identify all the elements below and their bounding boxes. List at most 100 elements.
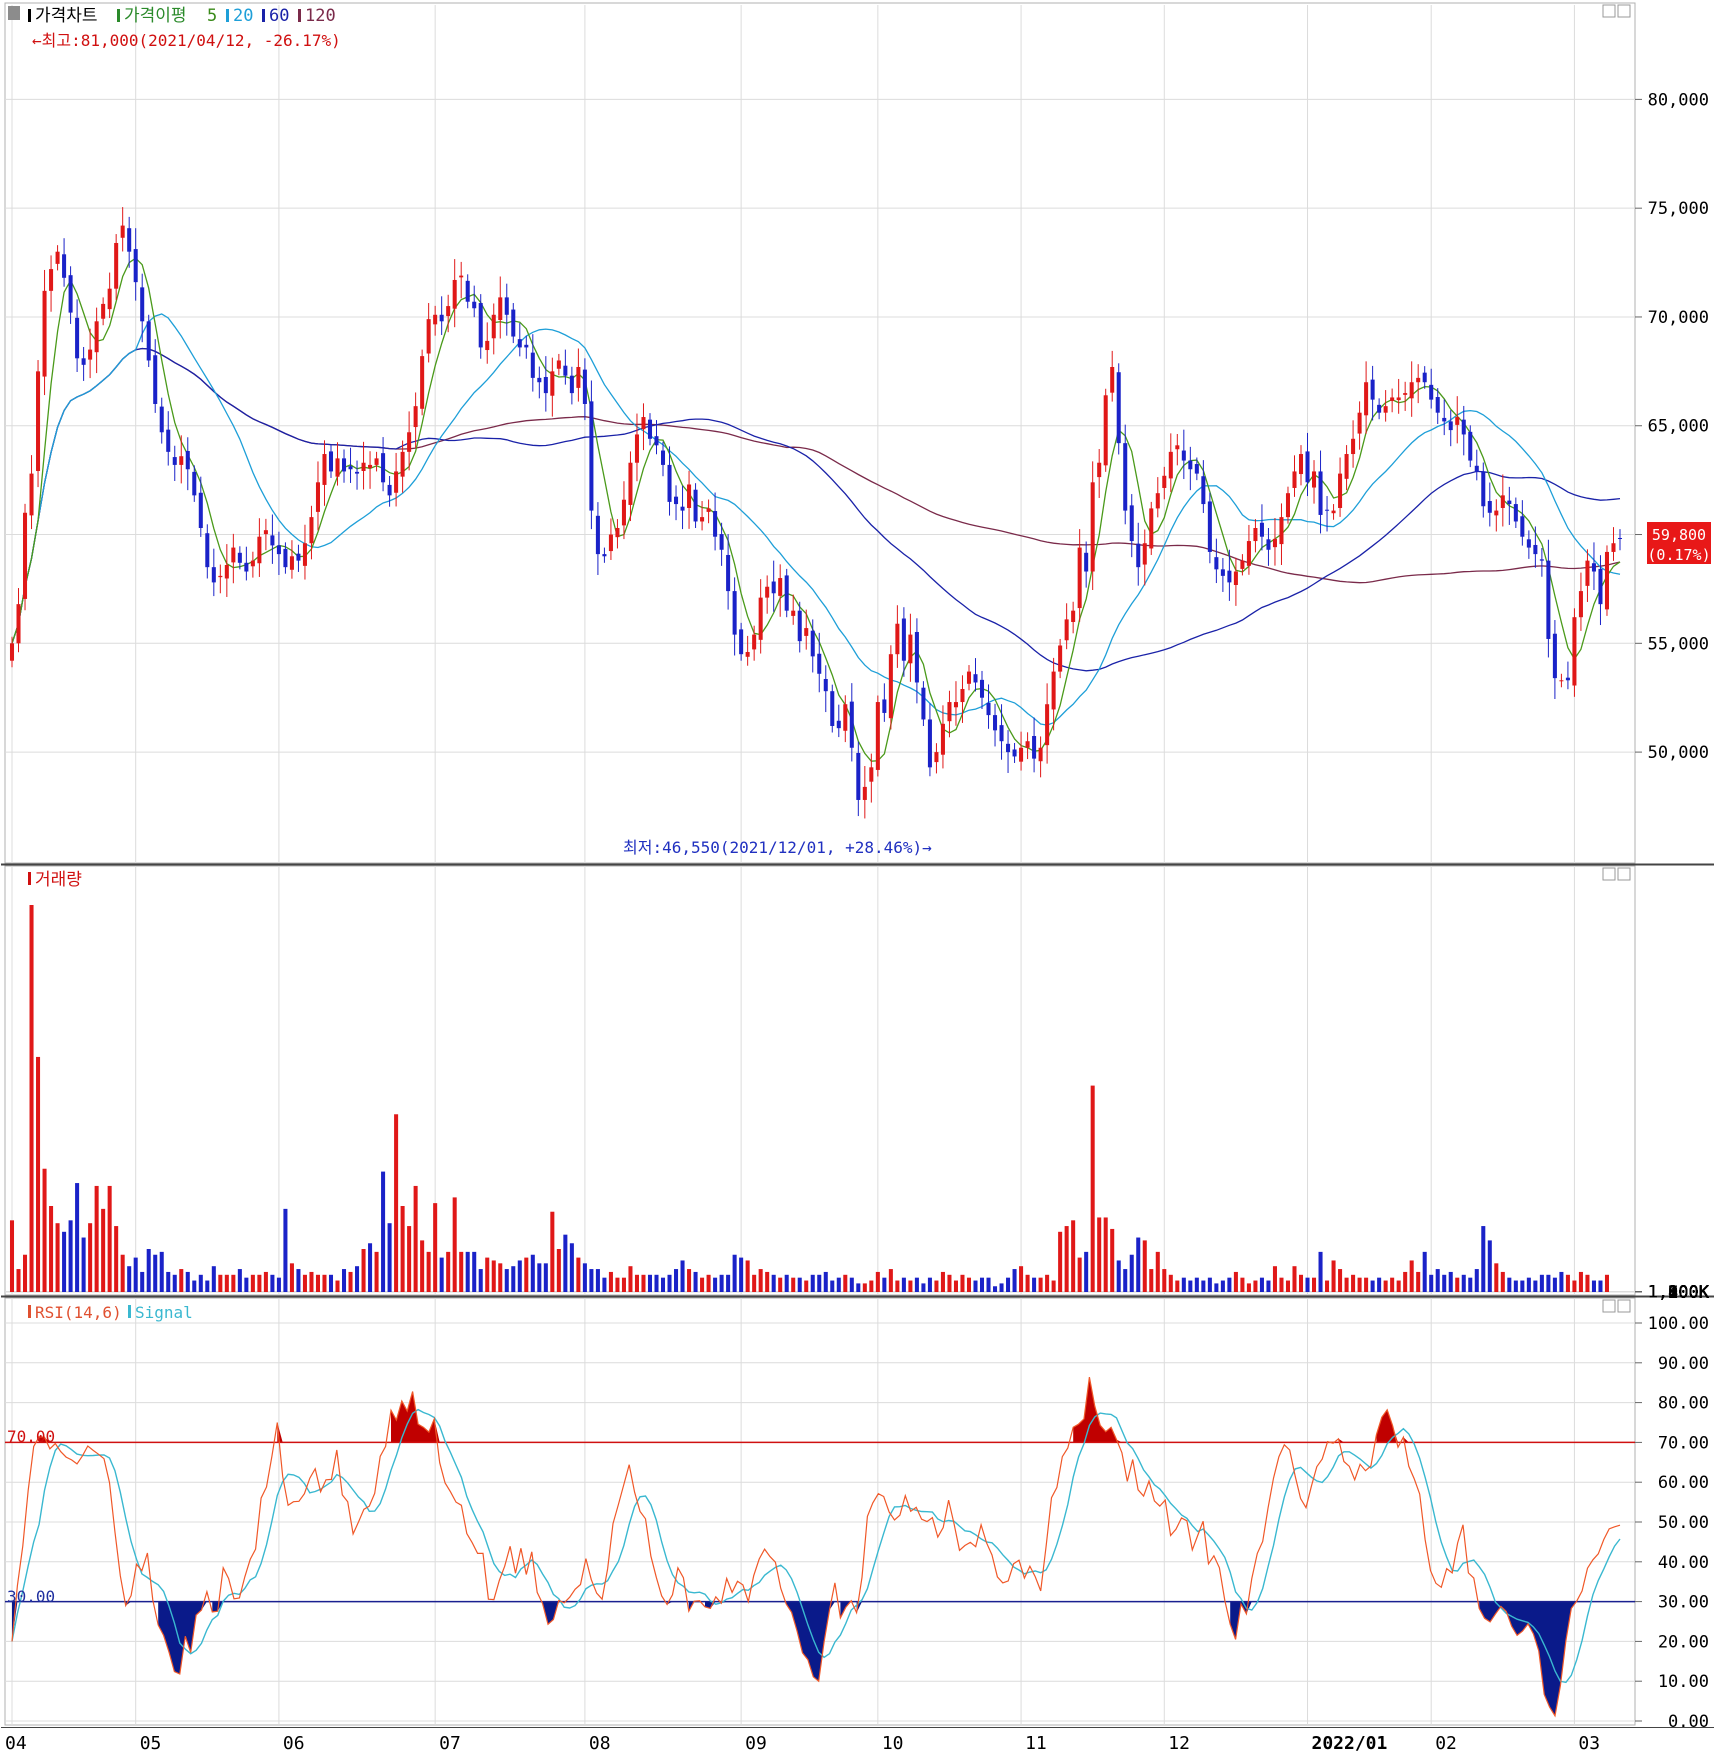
minimize-icon[interactable] bbox=[1602, 4, 1616, 18]
y-tick-label: 55,000 bbox=[1648, 634, 1709, 654]
candle-body bbox=[81, 358, 86, 365]
rsi-line bbox=[11, 1376, 1621, 1718]
volume-bar bbox=[1233, 1271, 1238, 1292]
volume-bar bbox=[1136, 1237, 1141, 1292]
volume-bar bbox=[641, 1274, 646, 1292]
legend-rsi: RSI(14,6) bbox=[35, 1303, 122, 1322]
candle-body bbox=[1259, 522, 1264, 537]
volume-bar bbox=[556, 1249, 561, 1292]
candle-body bbox=[133, 249, 138, 283]
candle-body bbox=[283, 548, 288, 568]
candle-body bbox=[9, 643, 15, 661]
volume-bar bbox=[680, 1260, 685, 1292]
x-tick-label: 09 bbox=[745, 1733, 767, 1754]
candle-body bbox=[726, 554, 731, 592]
candle-body bbox=[804, 628, 809, 636]
volume-bar bbox=[23, 1254, 28, 1292]
panel-handle-icon bbox=[8, 6, 20, 20]
volume-bar bbox=[856, 1283, 861, 1292]
volume-bar bbox=[862, 1283, 867, 1292]
volume-bar bbox=[1312, 1277, 1317, 1292]
candle-body bbox=[302, 543, 307, 566]
minimize-icon[interactable] bbox=[1602, 867, 1616, 881]
volume-bar bbox=[1103, 1217, 1108, 1292]
x-tick-label: 2022/01 bbox=[1312, 1733, 1388, 1754]
legend-ma5: 5 bbox=[207, 6, 217, 26]
volume-bar bbox=[589, 1269, 594, 1292]
candle-body bbox=[1468, 431, 1473, 461]
candle-body bbox=[68, 275, 73, 313]
volume-bar bbox=[615, 1277, 620, 1292]
candle-body bbox=[602, 554, 607, 557]
candle-body bbox=[42, 290, 47, 377]
candle-body bbox=[647, 419, 653, 439]
candle-body bbox=[218, 575, 223, 578]
volume-bar bbox=[888, 1269, 893, 1292]
candle-body bbox=[309, 517, 314, 544]
candle-body bbox=[185, 450, 190, 470]
candle-body bbox=[1351, 438, 1356, 455]
volume-bar bbox=[263, 1271, 268, 1292]
candle-body bbox=[947, 702, 952, 722]
volume-bar bbox=[68, 1220, 73, 1292]
y-tick-label: 800K bbox=[1668, 1283, 1710, 1303]
volume-bar bbox=[973, 1280, 978, 1292]
panel-controls[interactable] bbox=[1602, 4, 1631, 1313]
volume-bar bbox=[1058, 1231, 1063, 1292]
candle-body bbox=[797, 610, 802, 642]
volume-bar bbox=[289, 1263, 294, 1292]
candle-body bbox=[1494, 510, 1499, 516]
y-tick-label: 100.00 bbox=[1648, 1314, 1709, 1334]
candle-body bbox=[589, 401, 594, 511]
candle-body bbox=[1442, 417, 1447, 422]
candle-body bbox=[667, 464, 672, 502]
candle-body bbox=[433, 314, 438, 325]
volume-bar bbox=[1084, 1251, 1089, 1292]
volume-bar bbox=[244, 1277, 249, 1292]
candle-body bbox=[608, 534, 613, 552]
x-tick-label: 06 bbox=[283, 1733, 305, 1754]
minimize-icon[interactable] bbox=[1602, 1299, 1616, 1313]
volume-bar bbox=[1240, 1277, 1245, 1292]
candle-body bbox=[986, 702, 991, 716]
volume-bar bbox=[283, 1208, 288, 1292]
volume-bar bbox=[413, 1185, 418, 1292]
close-icon[interactable] bbox=[1617, 867, 1631, 881]
candle-body bbox=[680, 506, 685, 511]
candle-body bbox=[75, 317, 80, 359]
candle-body bbox=[979, 679, 985, 698]
volume-bar bbox=[1006, 1277, 1011, 1292]
volume-bar bbox=[1357, 1277, 1362, 1292]
volume-bar bbox=[543, 1263, 548, 1292]
volume-bar bbox=[1155, 1251, 1160, 1292]
close-icon[interactable] bbox=[1617, 4, 1631, 18]
volume-bar bbox=[120, 1254, 125, 1292]
candle-body bbox=[1272, 538, 1277, 548]
candle-body bbox=[1377, 404, 1382, 413]
candle-body bbox=[192, 471, 197, 496]
x-tick-label: 02 bbox=[1435, 1733, 1457, 1754]
candle-body bbox=[556, 360, 561, 369]
close-icon[interactable] bbox=[1617, 1299, 1631, 1313]
candle-body bbox=[1572, 617, 1577, 686]
volume-bar bbox=[335, 1280, 340, 1292]
candle-body bbox=[1097, 462, 1102, 478]
volume-bar bbox=[1318, 1251, 1323, 1292]
y-tick-label: 200K bbox=[1668, 1283, 1710, 1303]
candle-body bbox=[1298, 454, 1304, 475]
volume-bar bbox=[882, 1277, 887, 1292]
volume-bar bbox=[804, 1280, 809, 1292]
candle-body bbox=[62, 254, 67, 278]
candle-body bbox=[817, 653, 822, 674]
volume-bar bbox=[693, 1271, 698, 1292]
candle-body bbox=[1325, 509, 1330, 511]
y-tick-label: 30.00 bbox=[1658, 1593, 1709, 1613]
volume-bar bbox=[400, 1206, 405, 1292]
signal-line bbox=[11, 1408, 1621, 1684]
volume-bar bbox=[224, 1274, 229, 1292]
volume-bar bbox=[1272, 1266, 1277, 1292]
volume-bar bbox=[407, 1226, 412, 1292]
volume-bar bbox=[166, 1271, 171, 1292]
volume-bar bbox=[1383, 1280, 1388, 1292]
volume-bar bbox=[1429, 1274, 1434, 1292]
